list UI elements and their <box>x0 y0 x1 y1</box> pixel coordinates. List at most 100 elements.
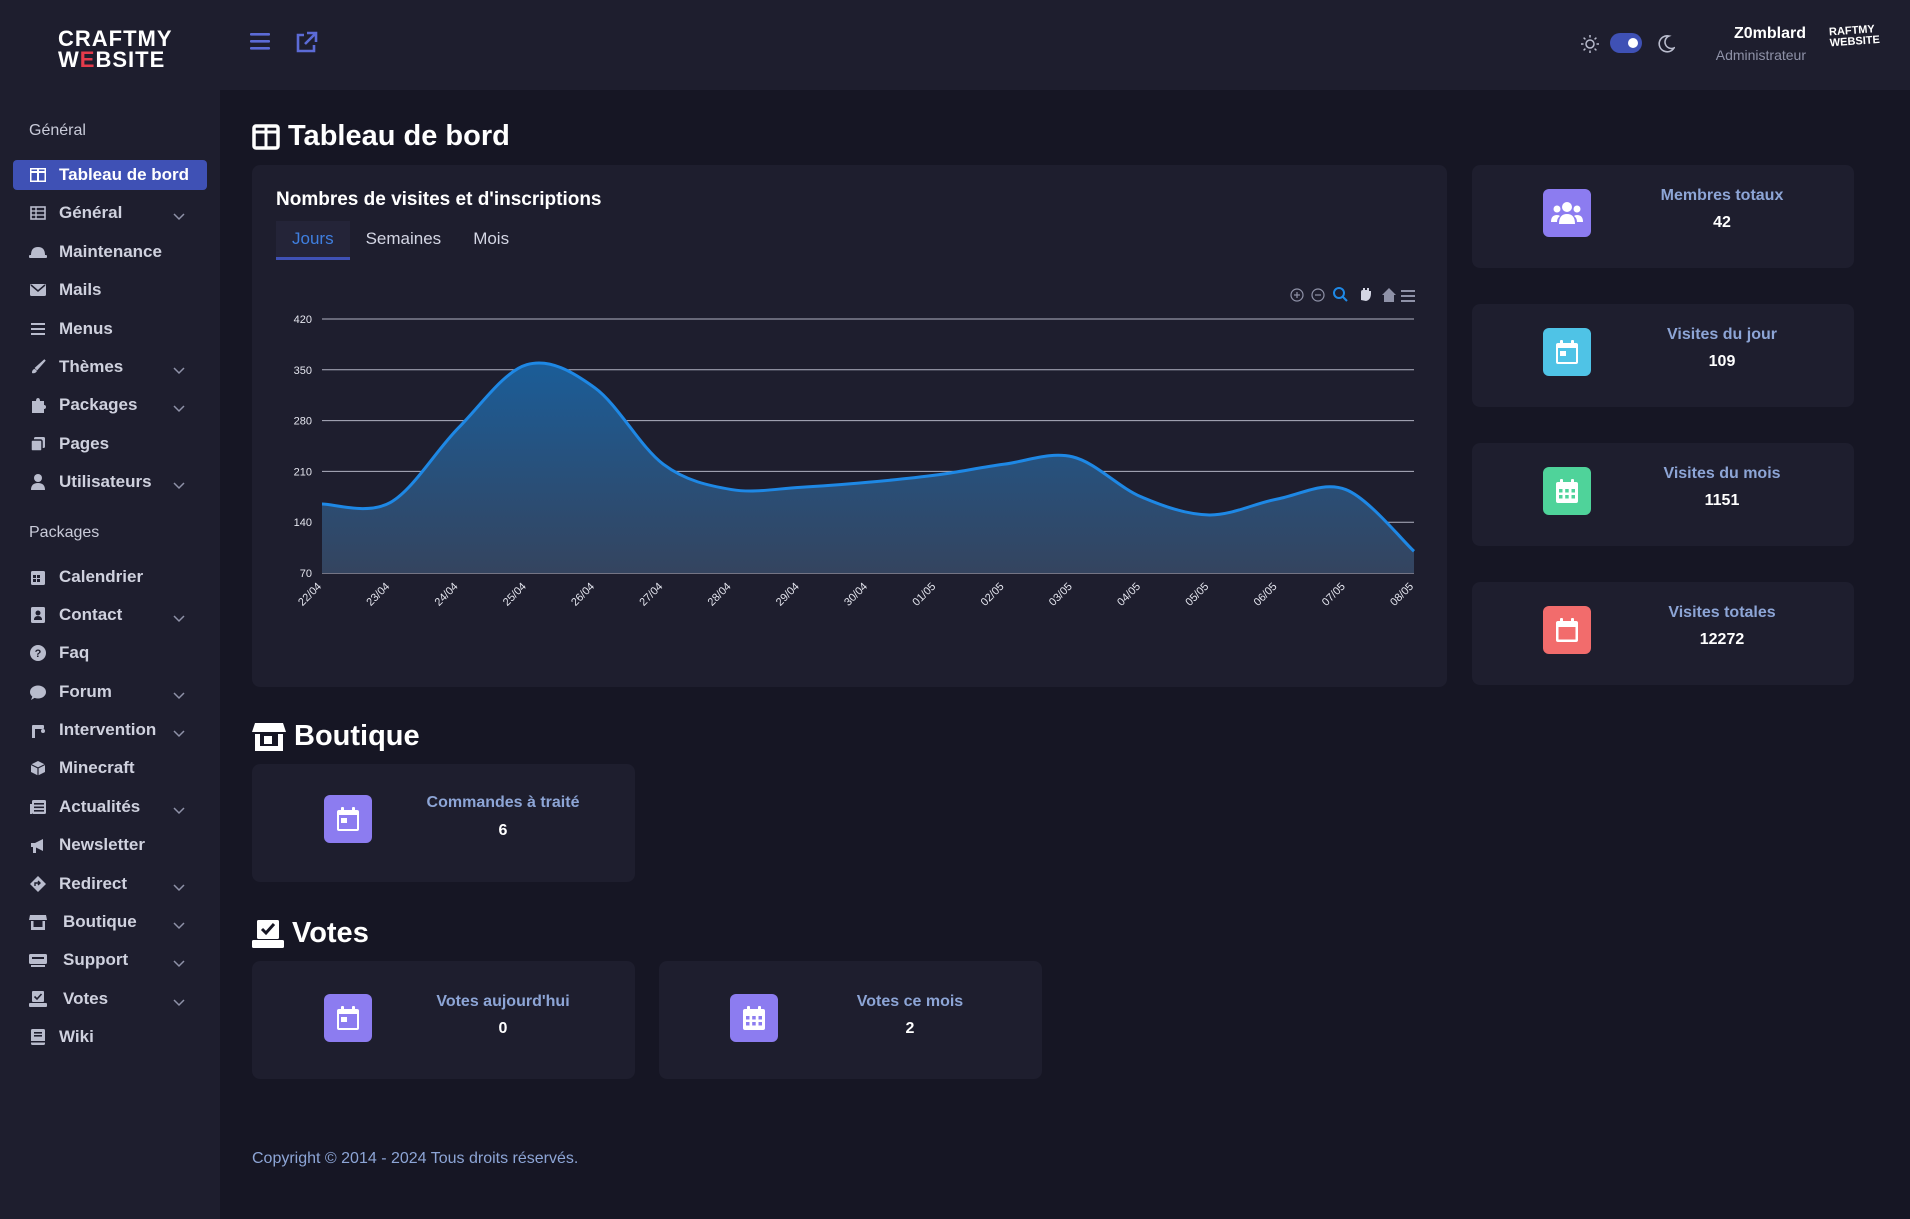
avatar[interactable]: RAFTMY WEBSITE <box>1828 23 1881 50</box>
chevron-down-icon <box>173 877 185 897</box>
calendar-icon <box>324 795 372 843</box>
stat-label: Votes ce mois <box>856 993 964 1010</box>
dashboard-icon <box>252 123 280 150</box>
logo-line-1: CRAFTMY <box>58 26 173 51</box>
calendar-icon <box>29 568 47 586</box>
stat-value: 6 <box>498 822 508 839</box>
theme-toggle[interactable] <box>1610 33 1642 53</box>
calendar-day-icon <box>1543 328 1591 376</box>
tool-icon <box>29 721 47 739</box>
chevron-down-icon <box>173 915 185 935</box>
x-tick-label: 01/05 <box>910 581 938 609</box>
puzzle-icon <box>29 396 47 414</box>
votes-today-card: Votes aujourd'hui 0 <box>252 961 635 1079</box>
external-link-icon[interactable] <box>293 30 319 56</box>
chart-card-title: Nombres de visites et d'inscriptions <box>276 189 602 210</box>
x-tick-label: 28/04 <box>706 581 734 609</box>
svg-text:?: ? <box>35 648 42 660</box>
votes-month-card: Votes ce mois 2 <box>659 961 1042 1079</box>
stat-label: Membres totaux <box>1660 187 1784 204</box>
logo[interactable]: CRAFTMY WEBSITE <box>58 26 173 74</box>
sidebar-item-packages[interactable]: Packages <box>13 390 207 420</box>
sidebar-item-label: Wiki <box>59 1027 94 1046</box>
hamburger-menu-icon[interactable] <box>248 30 274 56</box>
sidebar-item-label: Calendrier <box>59 567 144 586</box>
sidebar-item-maintenance[interactable]: Maintenance <box>13 237 207 267</box>
sidebar-item-label: Mails <box>59 280 102 299</box>
x-tick-label: 04/05 <box>1115 581 1143 609</box>
user-icon <box>29 473 47 491</box>
sidebar: CRAFTMY WEBSITE Général Tableau de bord … <box>0 0 220 1219</box>
sidebar-item-themes[interactable]: Thèmes <box>13 352 207 382</box>
pan-icon[interactable] <box>1361 288 1371 301</box>
sidebar-item-label: Pages <box>59 434 110 453</box>
chevron-down-icon <box>173 953 185 973</box>
orders-card: Commandes à traité 6 <box>252 764 635 882</box>
sidebar-item-label: Packages <box>59 395 138 414</box>
sidebar-item-pages[interactable]: Pages <box>13 429 207 459</box>
sidebar-item-redirect[interactable]: Redirect <box>13 869 207 899</box>
stat-label: Commandes à traité <box>426 794 580 811</box>
news-icon <box>29 798 47 816</box>
x-tick-label: 06/05 <box>1252 581 1280 609</box>
selection-zoom-icon[interactable] <box>1333 287 1348 302</box>
sidebar-item-minecraft[interactable]: Minecraft <box>13 753 207 783</box>
pages-icon <box>29 435 47 453</box>
sidebar-item-label: Minecraft <box>59 758 135 777</box>
store-icon <box>29 913 47 931</box>
sidebar-item-menus[interactable]: Menus <box>13 314 207 344</box>
sidebar-item-label: Forum <box>59 682 112 701</box>
stat-value: 0 <box>498 1020 508 1037</box>
stat-value: 1151 <box>1704 492 1740 509</box>
visits-chart: 70 140 210 280 350 420 22/04 23/04 24/04 25/04 26… <box>294 287 1416 609</box>
sidebar-item-contact[interactable]: Contact <box>13 600 207 630</box>
stat-card-total-visits: Visites totales 12272 <box>1472 582 1854 685</box>
sidebar-item-label: Menus <box>59 319 113 338</box>
calendar-icon <box>324 994 372 1042</box>
sidebar-item-forum[interactable]: Forum <box>13 677 207 707</box>
reset-zoom-icon[interactable] <box>1382 288 1396 302</box>
stat-card-members: Membres totaux 42 <box>1472 165 1854 268</box>
chevron-down-icon <box>173 800 185 820</box>
user-name[interactable]: Z0mblard <box>1733 25 1806 42</box>
sidebar-item-faq[interactable]: ? Faq <box>13 638 207 668</box>
sidebar-item-support[interactable]: Support <box>13 945 207 975</box>
sidebar-item-boutique[interactable]: Boutique <box>13 907 207 937</box>
sidebar-item-general[interactable]: Général <box>13 198 207 228</box>
y-tick-label: 280 <box>294 416 312 428</box>
diamond-arrow-icon <box>29 875 47 893</box>
sidebar-item-label: Thèmes <box>59 357 124 376</box>
vote-icon <box>29 990 47 1008</box>
sidebar-item-label: Newsletter <box>59 835 145 854</box>
question-icon: ? <box>29 644 47 662</box>
sidebar-item-label: Contact <box>59 605 123 624</box>
sidebar-item-votes[interactable]: Votes <box>13 984 207 1014</box>
x-tick-label: 08/05 <box>1388 581 1416 609</box>
visits-area <box>322 362 1414 573</box>
dashboard-icon <box>29 166 47 184</box>
sidebar-item-label: Boutique <box>63 912 137 931</box>
sidebar-item-users[interactable]: Utilisateurs <box>13 467 207 497</box>
sidebar-item-label: Redirect <box>59 874 128 893</box>
stat-value: 2 <box>905 1020 915 1037</box>
sidebar-item-mails[interactable]: Mails <box>13 275 207 305</box>
chart-menu-icon[interactable] <box>1401 290 1415 302</box>
sidebar-item-wiki[interactable]: Wiki <box>13 1022 207 1052</box>
tab-semaines[interactable]: Semaines <box>365 229 442 248</box>
zoom-in-icon[interactable] <box>1290 288 1304 302</box>
mail-icon <box>29 281 47 299</box>
sidebar-item-dashboard[interactable]: Tableau de bord <box>13 160 207 190</box>
sidebar-item-intervention[interactable]: Intervention <box>13 715 207 745</box>
sidebar-item-newsletter[interactable]: Newsletter <box>13 830 207 860</box>
sidebar-item-news[interactable]: Actualités <box>13 792 207 822</box>
y-tick-label: 140 <box>294 517 312 529</box>
chevron-down-icon <box>173 608 185 628</box>
sidebar-item-label: Intervention <box>59 720 157 739</box>
tab-jours[interactable]: Jours <box>276 221 350 260</box>
stat-card-daily-visits: Visites du jour 109 <box>1472 304 1854 407</box>
y-tick-label: 70 <box>300 568 312 580</box>
sidebar-item-calendar[interactable]: Calendrier <box>13 562 207 592</box>
stat-value: 12272 <box>1699 631 1745 648</box>
tab-mois[interactable]: Mois <box>473 229 510 248</box>
zoom-out-icon[interactable] <box>1311 288 1325 302</box>
